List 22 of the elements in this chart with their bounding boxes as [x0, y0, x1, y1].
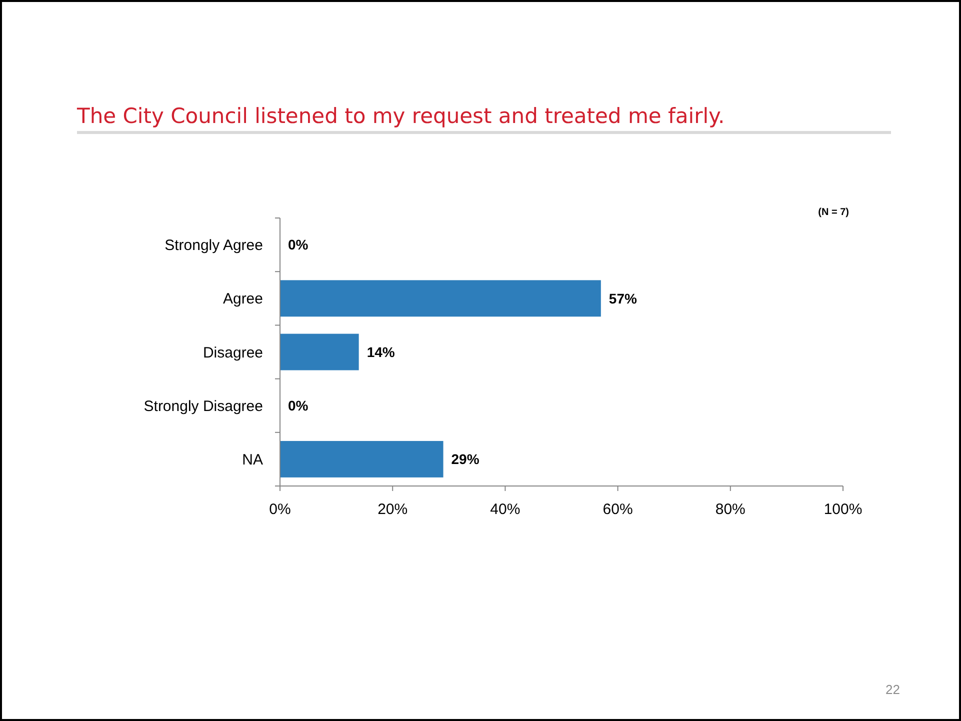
y-tick-label: Disagree: [202, 344, 263, 362]
bar: [280, 440, 444, 478]
text: 22: [886, 682, 900, 697]
y-tick-label: Strongly Disagree: [144, 398, 263, 415]
bar: [280, 334, 359, 370]
x-tick-label: 20%: [378, 501, 408, 518]
x-tick-label: 0%: [269, 501, 291, 518]
x-tick-label: 60%: [602, 501, 633, 518]
annotation: (N = 7): [818, 207, 849, 218]
x-tick-label: 80%: [715, 501, 746, 518]
y-tick-label: NA: [242, 451, 263, 468]
bar: [280, 280, 601, 317]
x-tick-label: 40%: [490, 501, 520, 518]
x-tick-label: 100%: [824, 501, 862, 518]
data-label: 0%: [288, 236, 309, 253]
chart-title: The City Council listened to my request and treated me fairly.: [76, 104, 725, 128]
data-label: 29%: [451, 451, 480, 468]
y-tick-label: Agree: [222, 290, 263, 308]
data-label: 14%: [366, 344, 396, 360]
y-tick-label: Strongly Agree: [164, 237, 263, 254]
data-label: 0%: [288, 398, 309, 414]
data-label: 57%: [608, 290, 638, 306]
